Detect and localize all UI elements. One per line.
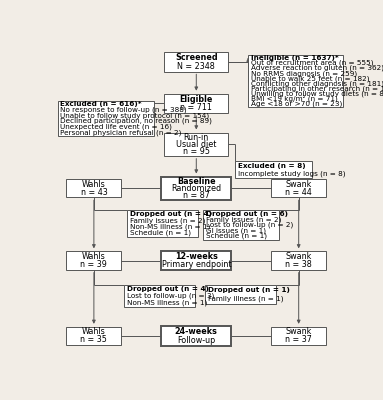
Text: Swank: Swank [285,252,312,261]
Text: n = 35: n = 35 [80,336,107,344]
Text: Unexpected life event (n = 16): Unexpected life event (n = 16) [61,124,172,130]
Text: Swank: Swank [285,180,312,189]
Text: n = 38: n = 38 [285,260,312,269]
FancyBboxPatch shape [248,55,343,107]
FancyBboxPatch shape [271,179,326,197]
FancyBboxPatch shape [271,251,326,270]
Text: Lost to follow-up (n = 3): Lost to follow-up (n = 3) [126,293,214,299]
FancyBboxPatch shape [271,327,326,345]
Text: n = 711: n = 711 [180,103,212,112]
Text: Lost to follow-up (n = 2): Lost to follow-up (n = 2) [206,222,293,228]
Text: Wahls: Wahls [82,252,106,261]
Text: Wahls: Wahls [82,328,106,336]
FancyBboxPatch shape [203,210,279,240]
Text: n = 95: n = 95 [183,146,210,156]
FancyBboxPatch shape [66,251,121,270]
Text: Primary endpoint: Primary endpoint [162,260,231,269]
Text: No RRMS diagnosis (n = 259): No RRMS diagnosis (n = 259) [251,70,357,76]
Text: Dropped out (n = 1): Dropped out (n = 1) [208,287,290,293]
Text: Family illness (n = 1): Family illness (n = 1) [208,295,284,302]
Text: Ineligible (n = 1637)*: Ineligible (n = 1637)* [251,55,339,61]
Text: Screened: Screened [175,53,218,62]
Text: 24-weeks: 24-weeks [175,327,218,336]
Text: Follow-up: Follow-up [177,336,215,345]
Text: Run-in: Run-in [184,132,209,142]
Text: Unwilling to follow study diets (n = 83): Unwilling to follow study diets (n = 83) [251,90,383,97]
Text: Dropped out (n = 4): Dropped out (n = 4) [129,212,211,218]
Text: Excluded (n = 8): Excluded (n = 8) [238,163,306,169]
Text: Unable to follow study protocol (n = 154): Unable to follow study protocol (n = 154… [61,112,210,119]
Text: n = 39: n = 39 [80,260,107,269]
Text: Randomized: Randomized [171,184,221,193]
Text: Unable to walk 25 feet (n = 182): Unable to walk 25 feet (n = 182) [251,75,370,82]
Text: Eligible: Eligible [180,95,213,104]
FancyBboxPatch shape [161,176,231,200]
Text: n = 87: n = 87 [183,191,210,200]
Text: Dropped out (n = 6): Dropped out (n = 6) [206,211,288,217]
Text: Non-MS illness (n = 1): Non-MS illness (n = 1) [129,223,210,230]
Text: BMI <19 kg/m² (n = 71): BMI <19 kg/m² (n = 71) [251,95,338,102]
Text: Declined participation, no reason (n = 89): Declined participation, no reason (n = 8… [61,118,212,124]
Text: Family issues (n = 2): Family issues (n = 2) [129,217,205,224]
Text: Non-MS illness (n = 1): Non-MS illness (n = 1) [126,300,207,306]
FancyBboxPatch shape [126,210,198,237]
Text: Wahls: Wahls [82,180,106,189]
Text: Usual diet: Usual diet [176,140,216,148]
FancyBboxPatch shape [164,94,228,113]
FancyBboxPatch shape [164,132,228,156]
FancyBboxPatch shape [66,179,121,197]
FancyBboxPatch shape [124,285,195,307]
Text: Incomplete study logs (n = 8): Incomplete study logs (n = 8) [238,170,345,176]
Text: Excluded (n = 616)*: Excluded (n = 616)* [61,101,142,107]
Text: Personal physician refusal (n = 2): Personal physician refusal (n = 2) [61,129,182,136]
FancyBboxPatch shape [161,326,231,346]
Text: Schedule (n = 1): Schedule (n = 1) [129,230,190,236]
Text: Baseline: Baseline [177,177,216,186]
Text: Dropped out (n = 4): Dropped out (n = 4) [126,286,208,292]
Text: GI issues (n = 1): GI issues (n = 1) [206,227,266,234]
Text: Out of recruitment area (n = 555): Out of recruitment area (n = 555) [251,60,374,66]
FancyBboxPatch shape [161,251,231,270]
Text: Participating in other research (n = 109): Participating in other research (n = 109… [251,85,383,92]
Text: N = 2348: N = 2348 [177,62,215,70]
FancyBboxPatch shape [205,285,277,304]
FancyBboxPatch shape [164,52,228,72]
Text: Family issues (n = 2): Family issues (n = 2) [206,216,281,223]
Text: n = 44: n = 44 [285,188,312,197]
Text: Schedule (n = 1): Schedule (n = 1) [206,233,267,239]
Text: n = 43: n = 43 [80,188,107,197]
Text: Conflicting other diagnosis (n = 181): Conflicting other diagnosis (n = 181) [251,80,383,87]
Text: Swank: Swank [285,328,312,336]
FancyBboxPatch shape [66,327,121,345]
Text: 12-weeks: 12-weeks [175,252,218,261]
Text: Age <18 or >70 (n = 23): Age <18 or >70 (n = 23) [251,100,342,107]
Text: n = 37: n = 37 [285,336,312,344]
Text: No response to follow-up (n = 388): No response to follow-up (n = 388) [61,106,187,113]
FancyBboxPatch shape [57,100,154,136]
Text: Adverse reaction to gluten (n = 362): Adverse reaction to gluten (n = 362) [251,65,383,72]
FancyBboxPatch shape [235,161,312,178]
